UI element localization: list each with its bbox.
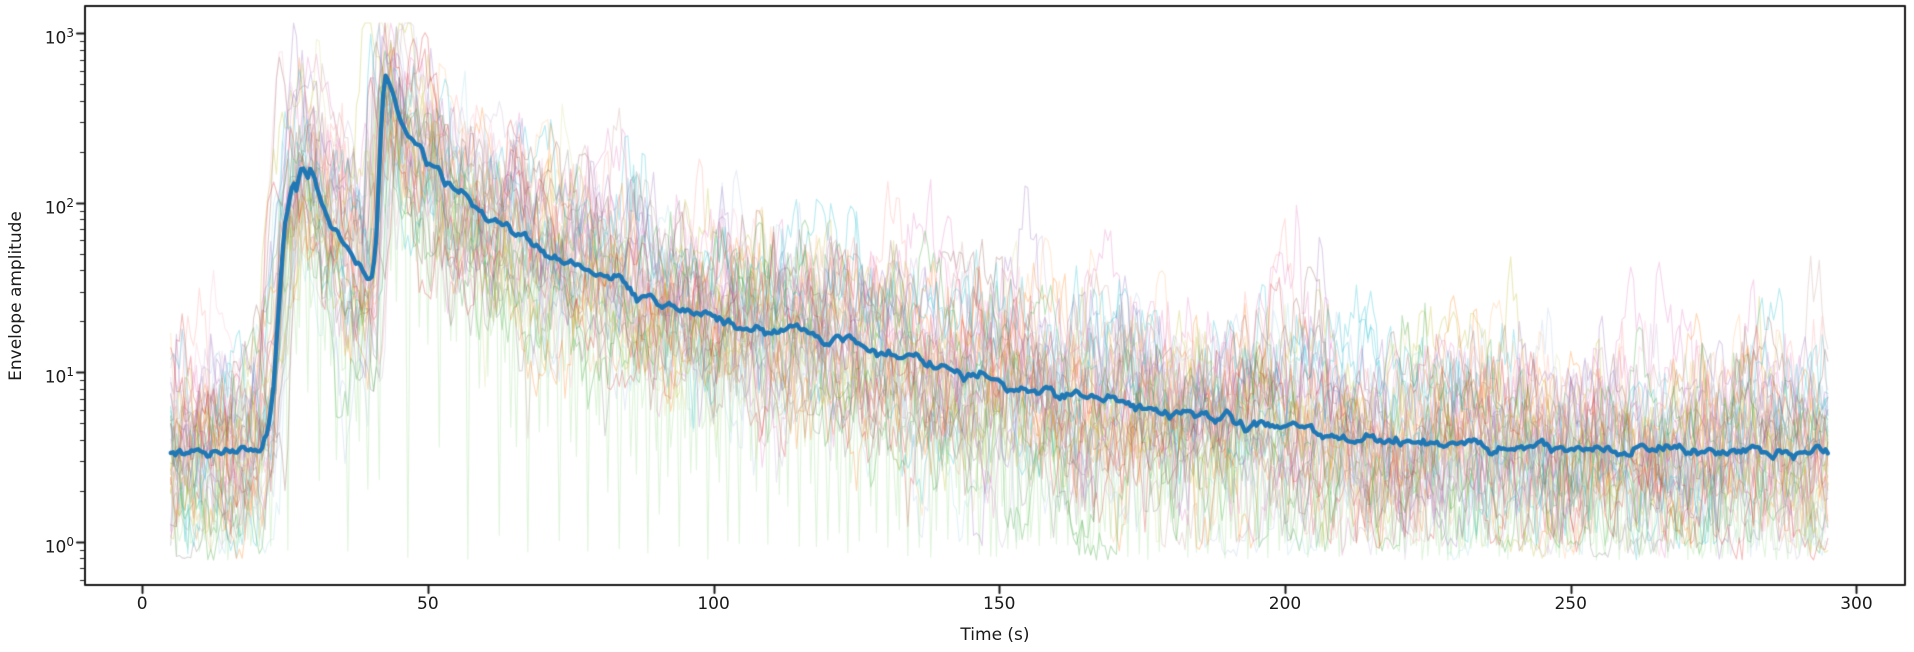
y-axis-label: Envelope amplitude [6,211,26,381]
x-axis-label: Time (s) [960,625,1030,645]
y-tick-label: 101 [44,365,74,389]
x-tick-label: 50 [417,594,439,614]
x-tick-label: 250 [1554,594,1587,614]
x-tick-label: 0 [136,594,148,614]
y-tick-label: 102 [44,195,74,219]
x-tick-label: 150 [983,594,1016,614]
y-tick-label: 100 [44,534,74,558]
x-tick-label: 300 [1840,594,1873,614]
x-tick-label: 200 [1268,594,1302,614]
x-tick-label: 100 [697,594,730,614]
y-tick-label: 103 [44,26,74,49]
